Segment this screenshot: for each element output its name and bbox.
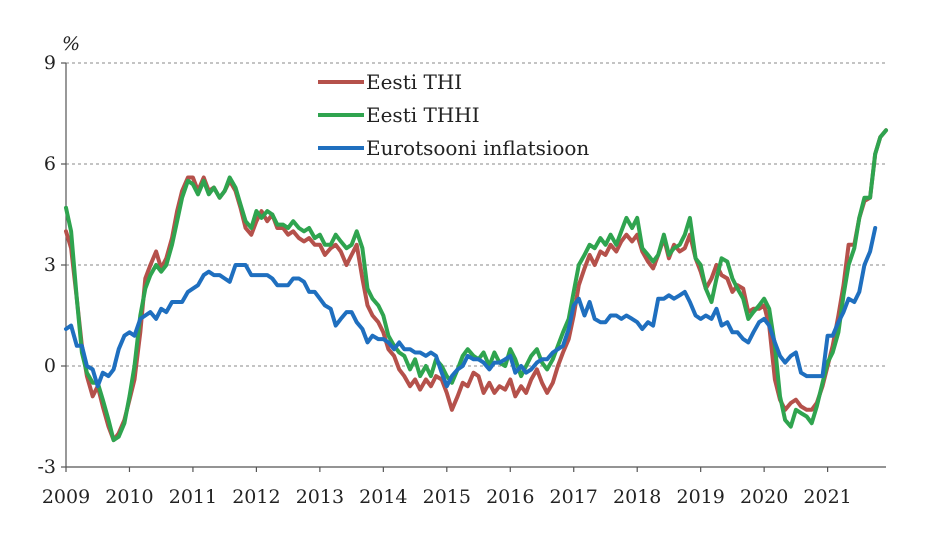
x-tick-label: 2019 bbox=[676, 486, 724, 508]
x-tick-label: 2014 bbox=[359, 486, 407, 508]
legend: Eesti THI Eesti THHI Eurotsooni inflatsioo… bbox=[318, 70, 589, 160]
y-tick-label: 3 bbox=[44, 254, 56, 276]
y-tick-label: 0 bbox=[44, 355, 56, 377]
legend-label: Eesti THI bbox=[366, 70, 462, 94]
x-tick-label: 2018 bbox=[613, 486, 661, 508]
x-tick-label: 2010 bbox=[105, 486, 153, 508]
x-tick-label: 2009 bbox=[42, 486, 90, 508]
x-tick-labels: 2009 2010 2011 2012 2013 2014 2015 2016 2017 2018… bbox=[42, 467, 852, 508]
x-tick-label: 2013 bbox=[296, 486, 344, 508]
y-tick-label: 6 bbox=[44, 153, 56, 175]
y-tick-labels: -3 0 3 6 9 bbox=[37, 52, 66, 478]
series-line-0 bbox=[64, 128, 888, 443]
legend-label: Eesti THHI bbox=[366, 103, 480, 127]
x-tick-label: 2017 bbox=[550, 486, 598, 508]
x-tick-label: 2020 bbox=[740, 486, 788, 508]
x-tick-label: 2011 bbox=[169, 486, 217, 508]
gridlines bbox=[66, 62, 886, 367]
legend-label: Eurotsooni inflatsioon bbox=[366, 136, 589, 160]
x-tick-label: 2021 bbox=[803, 486, 851, 508]
y-tick-label: 9 bbox=[44, 52, 56, 74]
x-tick-label: 2015 bbox=[423, 486, 471, 508]
series-line-2 bbox=[64, 226, 878, 389]
x-tick-label: 2016 bbox=[486, 486, 534, 508]
y-unit-label: % bbox=[62, 33, 80, 55]
x-tick-label: 2012 bbox=[232, 486, 280, 508]
y-tick-label: -3 bbox=[37, 456, 56, 478]
series-lines bbox=[64, 128, 888, 443]
